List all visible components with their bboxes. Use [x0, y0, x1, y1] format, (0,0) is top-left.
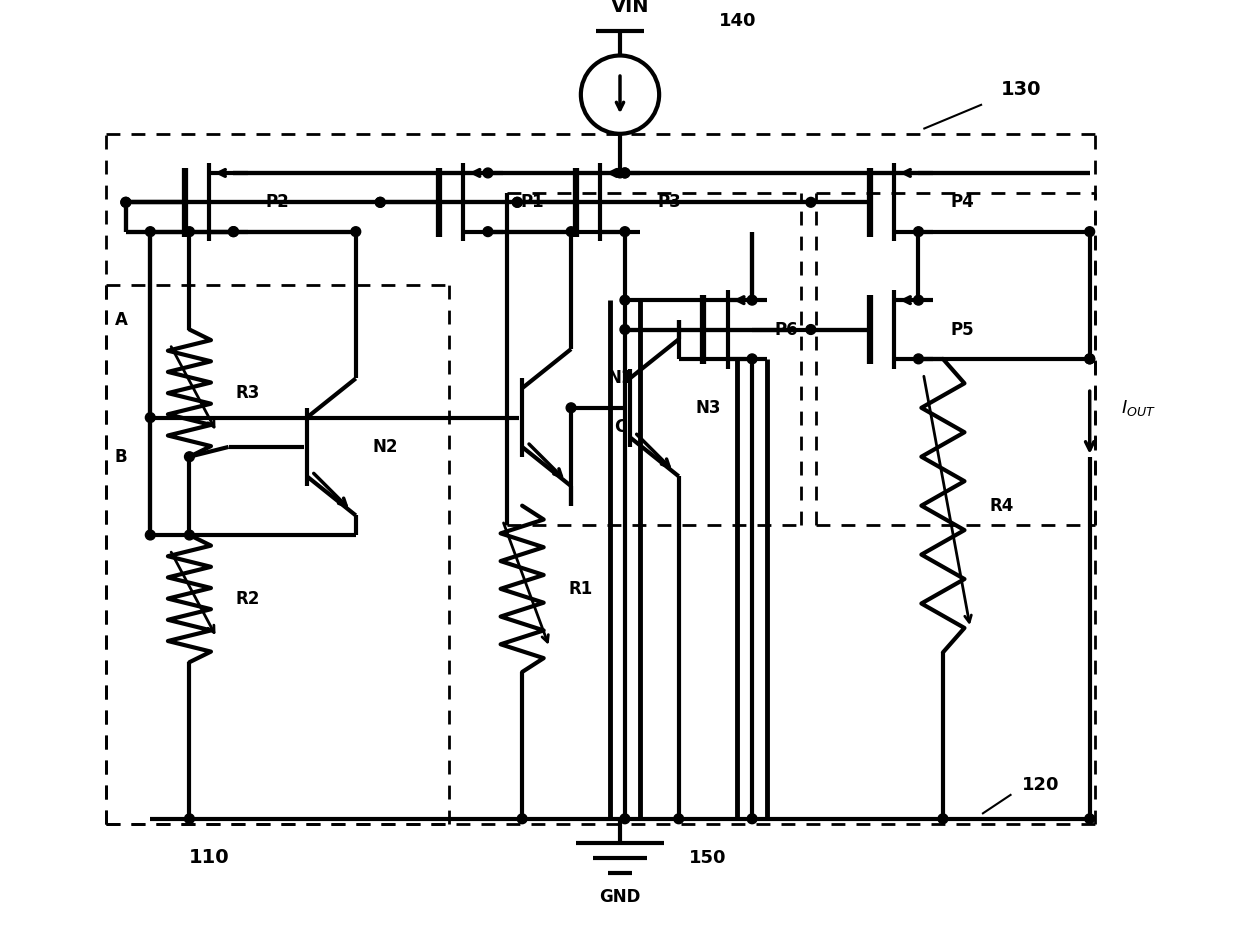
- Circle shape: [351, 227, 361, 236]
- Circle shape: [376, 198, 386, 207]
- Circle shape: [914, 227, 924, 236]
- Text: 130: 130: [1001, 80, 1042, 99]
- Circle shape: [748, 354, 756, 364]
- Circle shape: [620, 168, 630, 178]
- Text: 120: 120: [1022, 776, 1059, 794]
- Circle shape: [914, 354, 924, 364]
- Circle shape: [145, 227, 155, 236]
- Text: GND: GND: [599, 888, 641, 906]
- Text: P2: P2: [265, 193, 289, 211]
- Circle shape: [122, 198, 130, 207]
- Circle shape: [376, 198, 386, 207]
- Text: R2: R2: [236, 589, 260, 607]
- Circle shape: [122, 198, 130, 207]
- Circle shape: [228, 227, 238, 236]
- Circle shape: [620, 324, 630, 334]
- Text: P5: P5: [951, 321, 975, 339]
- Circle shape: [228, 227, 238, 236]
- Circle shape: [567, 227, 575, 236]
- Circle shape: [1085, 227, 1095, 236]
- Text: 110: 110: [188, 849, 229, 867]
- Circle shape: [512, 198, 522, 207]
- Text: P4: P4: [951, 193, 975, 211]
- Circle shape: [1085, 354, 1095, 364]
- Circle shape: [517, 814, 527, 824]
- Circle shape: [185, 530, 195, 540]
- Text: P3: P3: [657, 193, 681, 211]
- Circle shape: [620, 168, 630, 178]
- Text: N1: N1: [608, 370, 632, 388]
- Circle shape: [937, 814, 947, 824]
- Circle shape: [620, 295, 630, 305]
- Circle shape: [145, 412, 155, 423]
- Text: P6: P6: [775, 321, 799, 339]
- Circle shape: [806, 324, 816, 334]
- Circle shape: [1085, 354, 1095, 364]
- Circle shape: [512, 198, 522, 207]
- Circle shape: [145, 530, 155, 540]
- Text: B: B: [114, 447, 128, 465]
- Circle shape: [748, 814, 756, 824]
- Text: 150: 150: [689, 849, 727, 867]
- Circle shape: [806, 198, 816, 207]
- Text: R1: R1: [569, 580, 593, 598]
- Circle shape: [185, 227, 195, 236]
- Circle shape: [620, 814, 630, 824]
- Circle shape: [567, 403, 575, 412]
- Text: VIN: VIN: [610, 0, 649, 16]
- Text: A: A: [114, 310, 128, 328]
- Text: N2: N2: [372, 438, 398, 456]
- Text: C: C: [614, 418, 626, 436]
- Text: $I_{OUT}$: $I_{OUT}$: [1121, 397, 1156, 418]
- Circle shape: [673, 814, 683, 824]
- Text: R4: R4: [990, 497, 1014, 515]
- Text: N3: N3: [696, 399, 720, 417]
- Circle shape: [748, 295, 756, 305]
- Text: R3: R3: [236, 384, 260, 402]
- Circle shape: [185, 452, 195, 462]
- Circle shape: [615, 168, 625, 178]
- Circle shape: [914, 295, 924, 305]
- Circle shape: [1085, 814, 1095, 824]
- Circle shape: [484, 227, 492, 236]
- Text: P1: P1: [520, 193, 544, 211]
- Circle shape: [484, 168, 492, 178]
- Circle shape: [185, 814, 195, 824]
- Circle shape: [620, 227, 630, 236]
- Text: 140: 140: [719, 12, 756, 30]
